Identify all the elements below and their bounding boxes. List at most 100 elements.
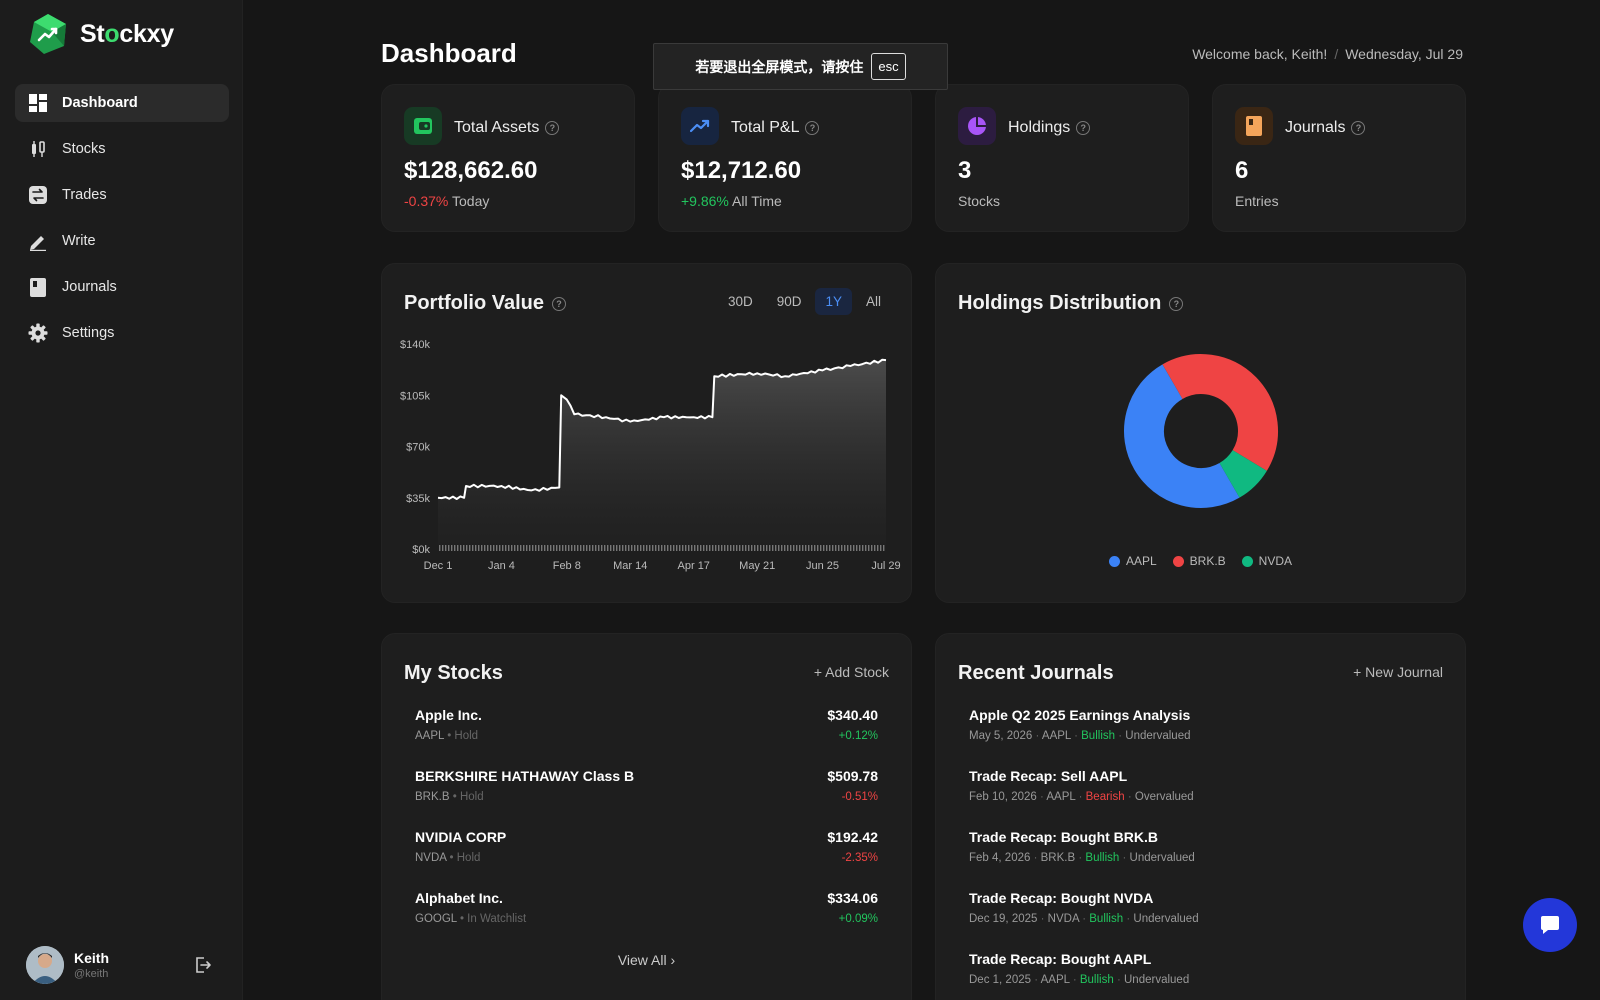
page-title: Dashboard [381,38,517,68]
range-tab-90d[interactable]: 90D [776,294,802,309]
help-icon[interactable]: ? [805,121,820,135]
avatar[interactable] [26,946,64,984]
stat-label: Total P&L [731,119,800,136]
y-tick-label: $70k [406,442,430,454]
toast-message: 若要退出全屏模式，请按住 [695,58,864,75]
stat-value: 6 [1235,157,1249,184]
help-icon[interactable]: ? [1351,121,1366,135]
x-tick-label: Jul 29 [871,560,900,572]
view-all-link[interactable]: View All › [617,952,676,968]
range-tabs: 30D 90D 1Y All [718,288,891,315]
sidebar-item-label: Stocks [62,141,106,157]
y-tick-label: $105k [400,390,430,402]
x-tick-label: Dec 1 [424,560,453,572]
stock-row[interactable]: NVIDIA CORP NVDA • Hold $192.42 -2.35% [415,829,878,864]
user-handle: @keith [74,968,109,980]
my-stocks-card: My Stocks + Add Stock Apple Inc. AAPL • … [381,633,912,1000]
app-logo[interactable]: Stockxy [26,12,174,56]
sidebar-item-write[interactable]: Write [15,222,229,260]
sidebar-item-settings[interactable]: Settings [15,314,229,352]
journal-row[interactable]: Apple Q2 2025 Earnings Analysis May 5, 2… [969,707,1191,742]
card-title: Recent Journals [958,662,1114,684]
sidebar-item-label: Settings [62,325,115,341]
stat-value: $128,662.60 [404,157,538,184]
stock-row[interactable]: Alphabet Inc. GOOGL • In Watchlist $334.… [415,890,878,925]
help-icon[interactable]: ? [1076,121,1091,135]
logout-icon[interactable] [194,956,212,979]
stock-row[interactable]: BERKSHIRE HATHAWAY Class B BRK.B • Hold … [415,768,878,803]
sidebar-item-stocks[interactable]: Stocks [15,130,229,168]
stat-label: Holdings [1008,119,1071,136]
chat-bubble-icon [1541,916,1559,934]
sidebar-item-trades[interactable]: Trades [15,176,229,214]
current-date: Wednesday, Jul 29 [1345,46,1463,62]
journal-row[interactable]: Trade Recap: Bought AAPL Dec 1, 2025 · A… [969,951,1190,986]
stat-sub: All Time [732,193,782,209]
fullscreen-exit-toast: 若要退出全屏模式，请按住 esc [653,43,948,90]
pie-slice-brkb [1162,354,1278,471]
candlestick-icon [28,139,48,159]
range-tab-1y[interactable]: 1Y [815,288,852,315]
holdings-distribution-card: Holdings Distribution? AAPL BRK.B NVDA [935,263,1466,603]
stock-row[interactable]: Apple Inc. AAPL • Hold $340.40 +0.12% [415,707,878,742]
card-title: Portfolio Value [404,292,545,314]
sidebar-item-label: Write [62,233,96,249]
series-line [437,358,887,500]
x-tick-label: Jan 4 [488,560,515,572]
help-icon[interactable]: ? [552,296,567,311]
range-tab-30d[interactable]: 30D [727,294,753,309]
journal-row[interactable]: Trade Recap: Bought BRK.B Feb 4, 2026 · … [969,829,1195,864]
pie-slice-aapl [1124,364,1240,508]
x-tick-label: May 21 [739,560,775,572]
chat-button[interactable] [1523,898,1577,952]
chart-legend: AAPL BRK.B NVDA [936,554,1465,568]
stockxy-logo-icon [30,14,66,54]
x-axis-strip [438,545,886,551]
holdings-donut-chart [1124,354,1278,508]
new-journal-button[interactable]: + New Journal [1353,664,1443,680]
y-tick-label: $35k [406,493,430,505]
card-title: Holdings Distribution [958,292,1162,314]
help-icon[interactable]: ? [545,121,560,135]
stat-value: 3 [958,157,972,184]
x-tick-label: Mar 14 [613,560,647,572]
stat-sub: Stocks [958,193,1001,209]
y-tick-label: $0k [412,544,430,556]
sidebar-nav: Dashboard Stocks Trades Write Journals [15,84,229,360]
stat-label: Journals [1285,119,1346,136]
swap-icon [28,185,48,205]
gear-icon [28,323,48,343]
legend-item[interactable]: AAPL [1108,554,1157,568]
stat-card-journals: Journals? 6 Entries [1212,84,1466,232]
journal-row[interactable]: Trade Recap: Sell AAPL Feb 10, 2026 · AA… [969,768,1194,803]
sidebar-item-label: Journals [62,279,117,295]
x-tick-label: Feb 8 [553,560,581,572]
stat-value: $12,712.60 [681,157,802,184]
trend-up-icon [681,107,719,145]
sidebar-item-label: Dashboard [62,95,138,111]
card-title: My Stocks [404,662,503,684]
dashboard-icon [28,93,48,113]
help-icon[interactable]: ? [1169,296,1184,311]
pie-slice-nvda [1218,449,1267,498]
stat-change: -0.37% [404,193,449,209]
range-tab-all[interactable]: All [865,294,881,309]
stat-sub: Entries [1235,193,1279,209]
portfolio-chart: $0k $35k $70k $105k $140k Dec 1 Jan 4 Feb 8 Mar … [400,339,901,572]
legend-item[interactable]: NVDA [1241,554,1292,568]
stat-sub: Today [452,193,490,209]
add-stock-button[interactable]: + Add Stock [813,664,889,680]
legend-item[interactable]: BRK.B [1172,554,1226,568]
pie-icon [958,107,996,145]
wallet-icon [404,107,442,145]
welcome-text: Welcome back, Keith! / Wednesday, Jul 29 [1192,46,1463,62]
sidebar-item-dashboard[interactable]: Dashboard [15,84,229,122]
user-profile: Keith @keith [26,946,212,984]
sidebar-item-journals[interactable]: Journals [15,268,229,306]
esc-key: esc [871,53,906,80]
user-name: Keith [74,950,109,966]
chevron-right-icon: › [670,952,676,968]
stat-card-total-assets: Total Assets? $128,662.60 -0.37% Today [381,84,635,232]
sidebar: Stockxy Dashboard Stocks Trades Write [0,0,243,1000]
journal-row[interactable]: Trade Recap: Bought NVDA Dec 19, 2025 · … [969,890,1199,925]
